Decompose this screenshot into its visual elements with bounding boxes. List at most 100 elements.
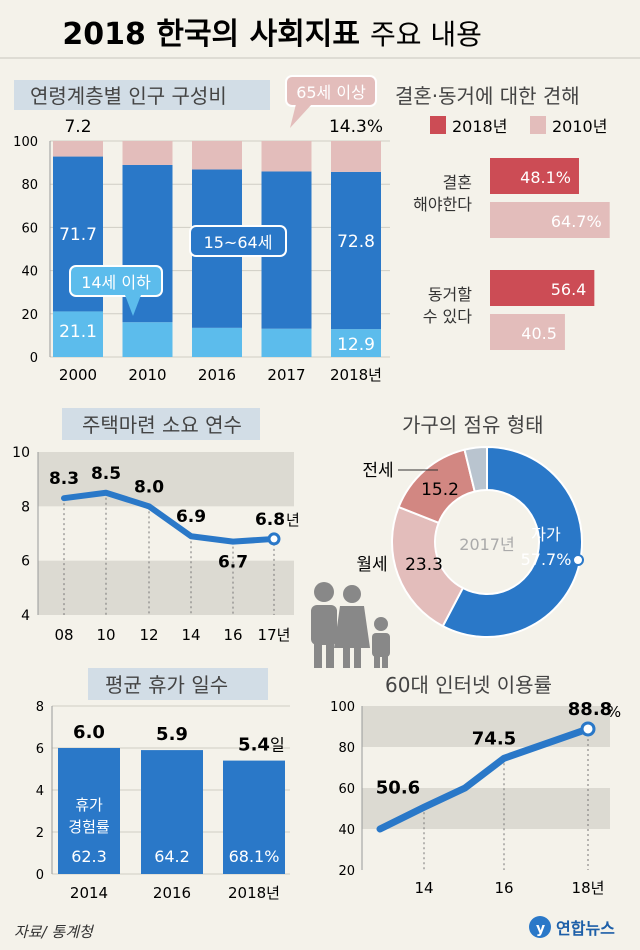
callout-working: 15~64세 (189, 225, 287, 257)
internet-band (362, 706, 610, 747)
housing-xtick-label: 12 (139, 626, 158, 644)
vacation-ytick-label: 8 (36, 700, 44, 715)
marriage-bar (490, 270, 595, 306)
source-note: 자료/ 통계청 (14, 923, 95, 941)
vacation-rate-label: 68.1% (229, 847, 280, 866)
age-mid-label-2000: 71.7 (59, 225, 97, 245)
vacation-ytick-label: 2 (36, 826, 44, 841)
marriage-bar (490, 202, 610, 238)
age-bar-segment (331, 171, 381, 330)
vacation-chart-title: 평균 휴가 일수 (105, 673, 228, 697)
tenure-chart-title: 가구의 점유 형태 (402, 413, 544, 437)
housing-point-label: 6.8 (255, 510, 285, 530)
age-bar-segment (331, 329, 381, 357)
age-top-label-2000: 7.2 (64, 117, 91, 137)
internet-ytick-label: 80 (338, 741, 355, 756)
marriage-bar-label: 40.5 (521, 324, 557, 343)
vacation-bar (58, 748, 120, 874)
marriage-bar-label: 64.7% (551, 212, 602, 231)
vacation-category-label: 2018년 (228, 884, 280, 902)
tenure-jeonse-value: 15.2 (421, 480, 459, 500)
housing-point-label: 8.0 (134, 477, 164, 497)
marriage-bar-label: 56.4 (551, 280, 587, 299)
vacation-rate-label: 62.3 (71, 847, 107, 866)
housing-point-label: 8.3 (49, 469, 79, 489)
age-bars: 2000 2010 2016 2017 2018년 (53, 141, 382, 384)
age-bar-segment (192, 141, 242, 170)
housing-ytick-label: 10 (12, 445, 30, 461)
internet-xtick-label: 14 (414, 879, 433, 897)
main-title: 2018 한국의 사회지표 (62, 17, 360, 52)
internet-line-chart: 20 40 60 80 100 14 16 18년 50.6 74.5 88.8% (330, 699, 621, 897)
housing-xtick-label: 17년 (258, 626, 291, 644)
age-bar-segment (53, 311, 103, 357)
housing-xtick-label: 08 (54, 626, 73, 644)
age-category-label: 2016 (198, 366, 236, 384)
tenure-own-label: 자가 (531, 525, 561, 544)
housing-end-point (267, 532, 281, 546)
tenure-center-label: 2017년 (459, 535, 514, 554)
age-category-label: 2000 (59, 366, 97, 384)
age-ytick-label: 40 (21, 265, 38, 280)
age-top-label-2018: 14.3% (329, 117, 383, 137)
vacation-rate-title: 휴가 (75, 796, 103, 814)
vacation-value-label: 5.4 (238, 735, 270, 756)
age-ytick-label: 100 (13, 135, 38, 150)
age-ytick-label: 60 (21, 221, 38, 236)
vacation-rate-label: 64.2 (154, 847, 190, 866)
vacation-ytick-label: 4 (36, 784, 44, 799)
svg-text:15~64세: 15~64세 (204, 233, 273, 252)
age-category-label: 2017 (267, 366, 305, 384)
vacation-bar-chart: 0 2 4 6 8 6.0 62.3 2014 5.9 64.2 2016 5.4 68.1% 2018년… (36, 700, 290, 902)
age-bar-segment (331, 141, 381, 172)
vacation-category-label: 2014 (70, 884, 108, 902)
age-ytick-label: 20 (21, 308, 38, 323)
age-ytick-label: 80 (21, 178, 38, 193)
marriage-legend: 2018년 2010년 (430, 116, 607, 136)
callout-elderly: 65세 이상 (285, 75, 377, 128)
age-bar-segment (122, 141, 173, 165)
housing-line-chart: 4 6 8 10 08 10 12 14 16 17년 8.3 8.5 8.0 6.9 6.7 6.8 년 (12, 445, 300, 644)
age-mid-label-2018: 72.8 (337, 232, 375, 252)
internet-band (362, 788, 610, 829)
vacation-value-label: 5.9 (156, 724, 188, 745)
age-bar-segment (122, 322, 173, 357)
internet-point-label: 88.8 (568, 699, 612, 720)
marriage-bar (490, 158, 579, 194)
housing-ytick-label: 4 (21, 608, 30, 624)
housing-xtick-label: 14 (181, 626, 200, 644)
age-bar-segment (192, 327, 242, 357)
internet-point-label: 74.5 (472, 728, 516, 749)
vacation-rate-title: 경험률 (68, 818, 110, 836)
tenure-slice (441, 445, 583, 638)
internet-unit-label: % (607, 703, 621, 721)
housing-point-label: 6.7 (218, 553, 248, 573)
vacation-ytick-label: 6 (36, 742, 44, 757)
svg-text:65세 이상: 65세 이상 (296, 83, 366, 102)
housing-point-label: 6.9 (176, 507, 206, 527)
marriage-category-label: 결혼 (443, 173, 472, 192)
marriage-category-label: 수 있다 (423, 307, 473, 326)
housing-ytick-label: 6 (21, 554, 30, 570)
housing-xtick-label: 16 (223, 626, 242, 644)
housing-line (61, 489, 277, 545)
vacation-bar (223, 760, 285, 874)
vacation-bar (141, 750, 203, 874)
age-category-label: 2018년 (330, 366, 382, 384)
internet-ytick-label: 60 (338, 782, 355, 797)
tenure-slice (463, 445, 488, 493)
family-icon (311, 582, 390, 668)
vacation-value-label: 6.0 (73, 722, 105, 743)
housing-point-label: 8.5 (91, 464, 121, 484)
vacation-ytick-label: 0 (36, 868, 44, 883)
internet-chart-title: 60대 인터넷 이용률 (385, 673, 552, 697)
age-bot-label-2018: 12.9 (337, 335, 375, 355)
callout-child: 14세 이하 (69, 265, 163, 316)
marriage-category-label: 해야한다 (413, 195, 472, 214)
age-bar-segment (53, 141, 103, 157)
svg-text:2010년: 2010년 (552, 117, 607, 136)
svg-text:14세 이하: 14세 이하 (81, 273, 151, 292)
age-bar-segment (261, 328, 312, 357)
